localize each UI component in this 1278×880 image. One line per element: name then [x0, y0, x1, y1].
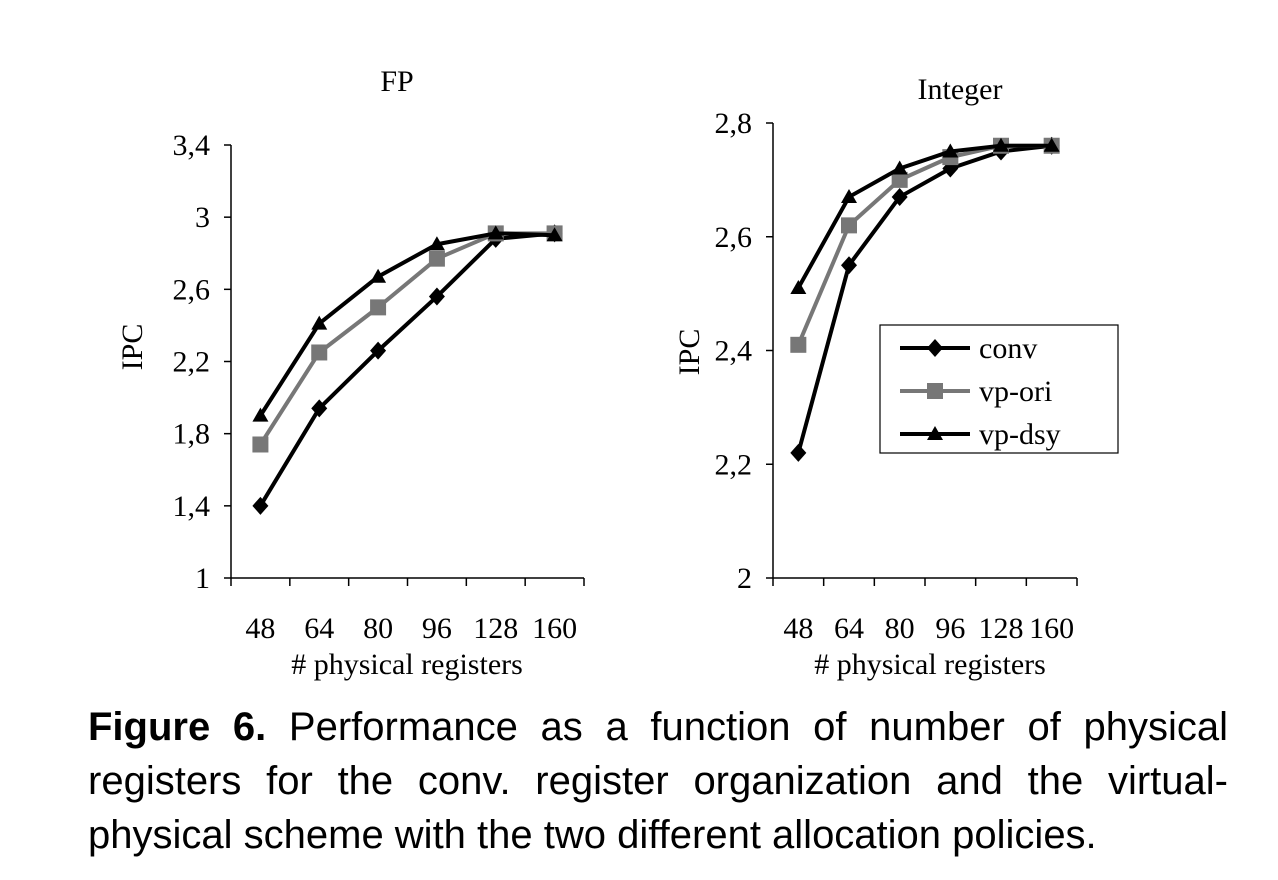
fp-x-tick-label: 128	[473, 612, 518, 645]
figure-caption: Figure 6. Performance as a function of n…	[88, 700, 1228, 862]
legend-label-conv: conv	[979, 332, 1037, 365]
fp-chart: FP IPC 11,41,82,22,633,4 48 64 80 96 128 160 …	[116, 65, 585, 681]
fp-x-tick-label: 48	[245, 612, 275, 645]
integer-point-vp-ori	[891, 171, 908, 188]
integer-y-axis-label: IPC	[673, 329, 706, 376]
integer-x-tick-label: 64	[834, 612, 864, 645]
integer-x-axis-label: # physical registers	[814, 648, 1046, 681]
integer-x-tick-label: 80	[885, 612, 915, 645]
fp-point-conv	[252, 496, 269, 515]
integer-point-vp-dsy	[790, 279, 807, 294]
legend-marker-conv	[927, 339, 943, 357]
fp-series-line-conv	[258, 231, 555, 507]
fp-y-tick-label: 2,2	[173, 346, 211, 379]
caption-text: Performance as a function of number of p…	[88, 705, 1228, 857]
legend-label-vp-dsy: vp-dsy	[979, 418, 1061, 451]
integer-y-tick-label: 2,6	[715, 221, 753, 254]
fp-point-conv	[370, 341, 387, 360]
integer-y-tick-label: 2,4	[715, 335, 753, 368]
integer-y-tick-label: 2,8	[715, 107, 753, 140]
integer-point-vp-dsy	[942, 143, 959, 158]
fp-point-vp-ori	[370, 299, 387, 316]
fp-y-tick-label: 1	[195, 562, 210, 595]
integer-y-tick-label: 2	[737, 562, 752, 595]
fp-point-vp-dsy	[487, 225, 504, 240]
fp-y-tick-label: 3	[195, 201, 210, 234]
fp-y-tick-label: 3,4	[173, 129, 211, 162]
caption-label: Figure 6.	[88, 705, 267, 749]
fp-point-conv	[311, 399, 328, 418]
integer-point-conv	[790, 443, 807, 462]
integer-x-tick-label: 160	[1029, 612, 1074, 645]
integer-series-line-vp-dsy	[796, 143, 1052, 289]
integer-series-line-conv	[796, 143, 1052, 454]
fp-x-tick-label: 80	[363, 612, 393, 645]
integer-x-tick-label: 48	[783, 612, 813, 645]
legend-label-vp-ori: vp-ori	[979, 375, 1052, 408]
figure: FP IPC 11,41,82,22,633,4 48 64 80 96 128 160 …	[116, 65, 1119, 681]
legend-marker-vp-dsy	[927, 426, 943, 440]
fp-chart-title: FP	[380, 65, 413, 98]
integer-x-tick-label: 96	[935, 612, 965, 645]
fp-point-vp-ori	[311, 344, 328, 361]
fp-y-tick-label: 2,6	[173, 273, 211, 306]
fp-point-vp-dsy	[546, 227, 563, 242]
fp-y-tick-label: 1,8	[173, 418, 211, 451]
legend-marker-vp-ori	[927, 383, 943, 399]
integer-point-vp-dsy	[891, 160, 908, 175]
integer-point-vp-ori	[790, 336, 807, 353]
integer-chart: Integer IPC 2 2,2 2,4 2,6 2,8 48 64 80 96 128 160…	[673, 73, 1119, 681]
integer-x-tick-label: 128	[979, 612, 1024, 645]
integer-point-vp-ori	[841, 217, 857, 234]
integer-point-conv	[841, 256, 857, 275]
fp-series-line-vp-ori	[258, 231, 555, 446]
integer-y-tick-label: 2,2	[715, 448, 753, 481]
fp-x-tick-label: 96	[422, 612, 452, 645]
fp-x-tick-label: 64	[304, 612, 334, 645]
integer-point-vp-dsy	[841, 188, 857, 203]
fp-x-tick-label: 160	[532, 612, 577, 645]
fp-point-vp-dsy	[311, 315, 328, 330]
fp-y-axis-label: IPC	[116, 324, 149, 371]
fp-point-vp-dsy	[428, 236, 445, 251]
integer-chart-title: Integer	[918, 73, 1003, 106]
fp-point-vp-dsy	[252, 407, 269, 422]
fp-series-line-vp-dsy	[258, 231, 555, 417]
integer-point-conv	[891, 187, 908, 206]
fp-point-vp-ori	[428, 250, 445, 267]
legend: conv vp-ori vp-dsy	[879, 324, 1119, 454]
integer-point-vp-dsy	[1043, 137, 1060, 152]
fp-point-vp-ori	[252, 436, 269, 453]
fp-point-vp-dsy	[370, 268, 387, 283]
fp-x-axis-label: # physical registers	[291, 648, 523, 681]
fp-point-conv	[428, 287, 445, 306]
fp-y-tick-label: 1,4	[173, 490, 211, 523]
integer-point-vp-dsy	[993, 137, 1009, 152]
